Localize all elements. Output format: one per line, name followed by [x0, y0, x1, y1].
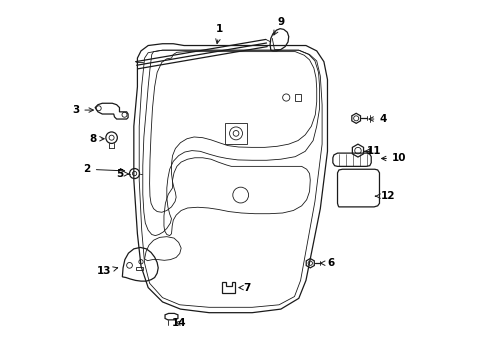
Text: 11: 11 — [364, 146, 381, 156]
Text: 5: 5 — [117, 169, 129, 179]
Text: 4: 4 — [369, 114, 387, 124]
Text: 9: 9 — [274, 17, 284, 35]
Text: 6: 6 — [320, 258, 335, 268]
Text: 2: 2 — [84, 164, 124, 174]
Text: 8: 8 — [89, 134, 104, 144]
Text: 1: 1 — [216, 24, 223, 44]
Text: 3: 3 — [72, 105, 94, 115]
Text: 10: 10 — [382, 153, 406, 163]
Text: 12: 12 — [375, 191, 396, 201]
Text: 13: 13 — [97, 266, 118, 276]
Text: 14: 14 — [172, 318, 186, 328]
Text: 7: 7 — [239, 283, 250, 293]
